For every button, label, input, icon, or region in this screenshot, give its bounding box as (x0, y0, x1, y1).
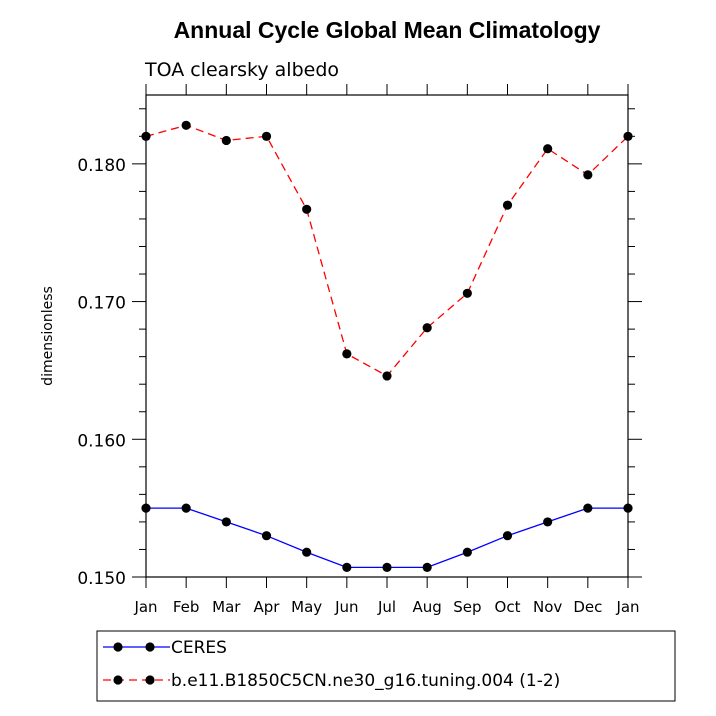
data-point-model (502, 200, 513, 210)
y-tick-label: 0.160 (77, 431, 126, 451)
data-point-model (342, 349, 352, 359)
plot-area (141, 120, 633, 572)
data-point-ceres (382, 562, 392, 572)
x-tick-label: Jul (377, 598, 396, 616)
x-tick-label: May (291, 598, 322, 616)
data-point-ceres (302, 547, 312, 557)
data-point-model (221, 135, 231, 146)
x-tick-label: Dec (573, 598, 602, 616)
legend-marker-ceres (145, 642, 155, 652)
data-point-ceres (502, 531, 513, 541)
data-point-model (583, 170, 593, 180)
x-tick-label: Nov (533, 598, 562, 616)
data-point-model (623, 131, 633, 141)
x-tick-label: Sep (453, 598, 481, 616)
data-point-ceres (462, 547, 472, 557)
x-tick-label: Jan (133, 598, 157, 616)
data-point-model (382, 371, 392, 381)
data-point-ceres (543, 517, 553, 527)
chart-subtitle: TOA clearsky albedo (144, 59, 339, 81)
chart-title: Annual Cycle Global Mean Climatology (174, 17, 601, 43)
data-point-model (543, 144, 553, 154)
x-tick-label: Mar (212, 598, 241, 616)
data-point-model (302, 204, 312, 214)
data-point-model (181, 120, 191, 130)
data-point-ceres (623, 503, 633, 513)
legend-marker-model (145, 675, 155, 685)
data-point-ceres (342, 562, 352, 572)
data-point-model (422, 323, 432, 333)
legend-label-ceres: CERES (171, 638, 227, 658)
y-tick-label: 0.150 (77, 569, 126, 589)
legend-label-model: b.e11.B1850C5CN.ne30_g16.tuning.004 (1-2… (171, 671, 560, 691)
data-point-ceres (583, 503, 593, 513)
y-tick-label: 0.180 (77, 156, 126, 176)
x-tick-label: Jan (615, 598, 639, 616)
legend: CERES b.e11.B1850C5CN.ne30_g16.tuning.004… (103, 638, 560, 691)
data-point-model (141, 131, 151, 141)
plot-frame (145, 94, 629, 578)
data-point-ceres (221, 517, 231, 527)
x-tick-label: Aug (413, 598, 442, 616)
series-line-model (145, 124, 629, 377)
x-tick-label: Oct (495, 598, 521, 616)
series-line-ceres (146, 507, 628, 569)
axes: Jan Feb Mar Apr May Jun Jul Aug Sep Oct Nov Dec Jan 0… (77, 84, 642, 616)
data-point-ceres (181, 503, 191, 513)
legend-marker-ceres (113, 642, 123, 652)
y-axis-label: dimensionless (40, 286, 56, 386)
x-tick-label: Apr (254, 598, 281, 616)
data-point-ceres (422, 562, 432, 572)
x-tick-label: Feb (173, 598, 200, 616)
legend-marker-model (113, 675, 123, 685)
data-point-model (462, 288, 472, 298)
data-point-model (261, 131, 272, 141)
data-point-ceres (141, 503, 151, 513)
data-point-ceres (261, 531, 272, 541)
x-tick-label: Jun (334, 598, 358, 616)
y-tick-label: 0.170 (77, 294, 126, 314)
legend-box (96, 630, 676, 702)
